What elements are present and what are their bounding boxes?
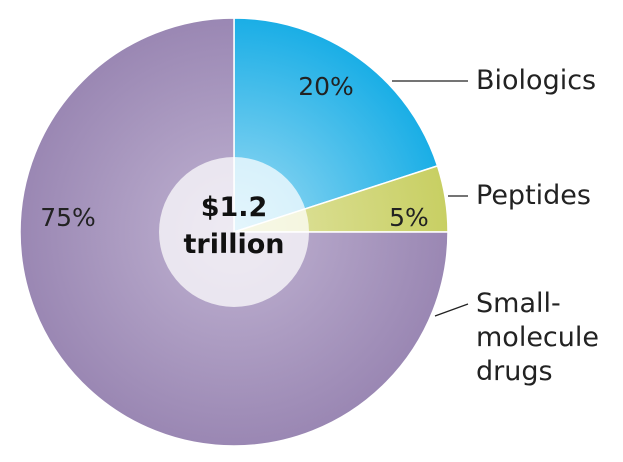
leader-line-small-molecule-drugs bbox=[434, 303, 469, 317]
value-label-biologics: 20% bbox=[298, 72, 354, 101]
category-label-biologics: Biologics bbox=[476, 65, 596, 96]
center-total-value: $1.2 bbox=[201, 192, 268, 223]
category-label-line: Peptides bbox=[476, 180, 591, 211]
category-label-line: Biologics bbox=[476, 65, 596, 96]
slice-value-labels: 20% 5% 75% bbox=[40, 72, 429, 232]
category-label-line: molecule bbox=[476, 322, 599, 353]
category-label-small-molecule-drugs: Small-molecule drugs bbox=[476, 288, 599, 387]
category-label-peptides: Peptides bbox=[476, 180, 591, 211]
category-label-line: Small- bbox=[476, 288, 561, 319]
pie-slice-small-molecule-drugs bbox=[19, 17, 449, 447]
slice-category-labels: Biologics Peptides Small-molecule drugs bbox=[476, 65, 599, 387]
category-label-line: drugs bbox=[476, 356, 553, 387]
value-label-peptides: 5% bbox=[389, 203, 429, 232]
leader-lines bbox=[392, 80, 469, 317]
center-disc bbox=[159, 157, 309, 307]
center-total-unit: trillion bbox=[183, 229, 284, 260]
value-label-small-molecule-drugs: 75% bbox=[40, 203, 96, 232]
